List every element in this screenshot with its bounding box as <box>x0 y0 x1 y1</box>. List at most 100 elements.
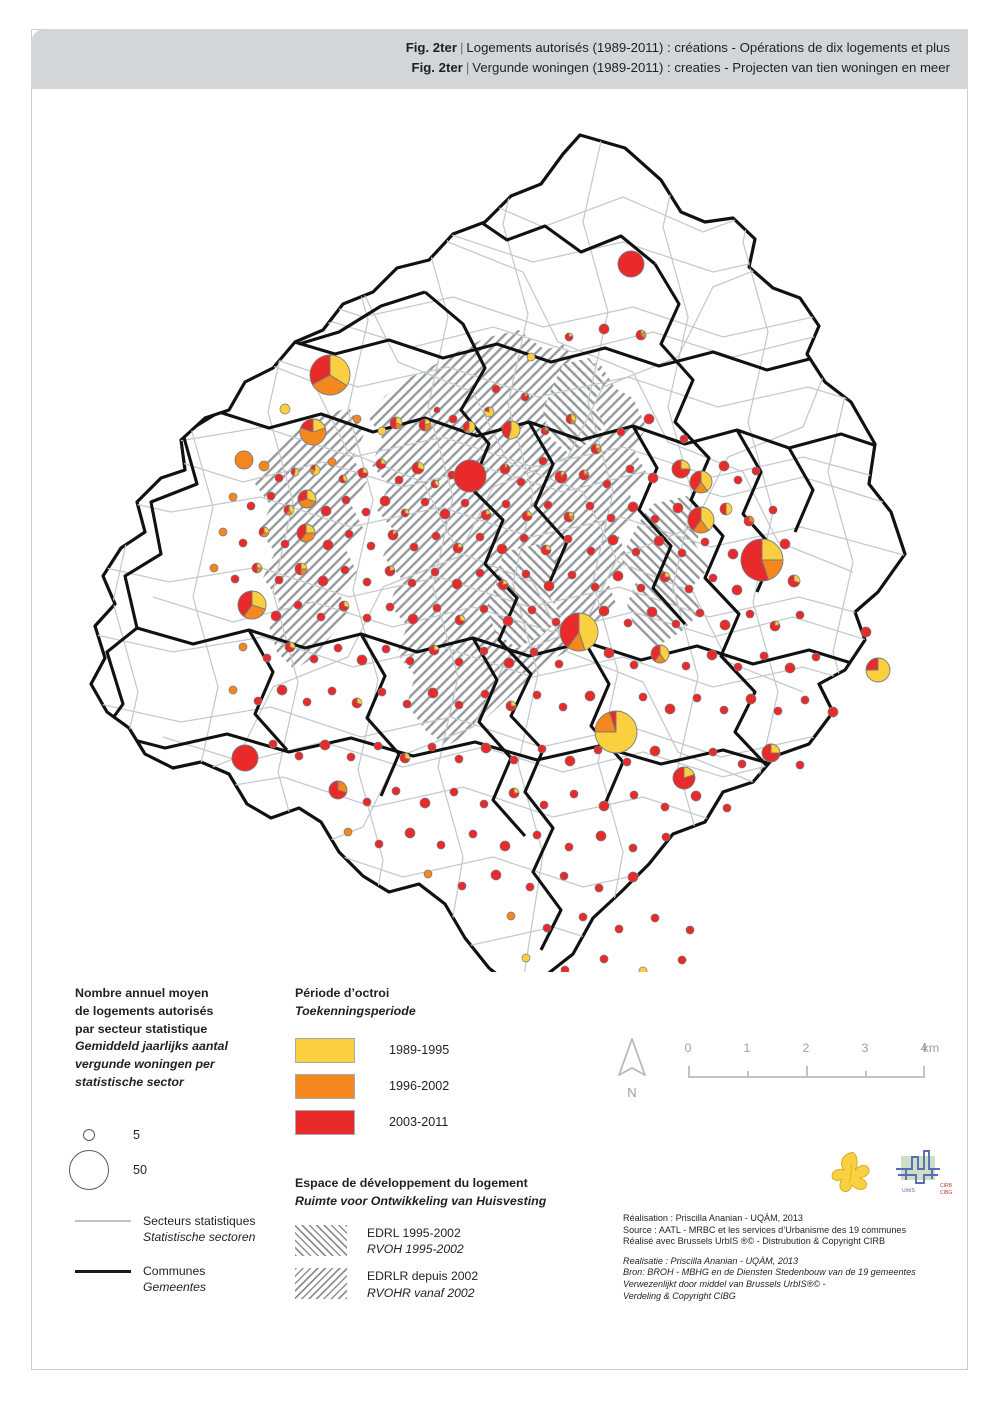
scale-bar: 0 1 2 3 4 km <box>685 1041 939 1078</box>
choropleth-map[interactable] <box>33 92 966 972</box>
pie-symbol <box>708 747 718 757</box>
pie-symbol <box>594 710 638 754</box>
pie-symbol <box>475 532 485 542</box>
logos-svg: UrbIS CIRB CIBG <box>831 1150 953 1196</box>
pie-symbol <box>629 660 639 670</box>
size-legend-title-fr-1: Nombre annuel moyen <box>75 986 209 1000</box>
figure-title-fr: Fig. 2ter | Logements autorisés (1989-2011… <box>31 38 950 58</box>
pie-symbol <box>479 799 489 809</box>
pie-symbol <box>218 527 228 537</box>
pie-symbol <box>480 742 492 754</box>
pie-symbol <box>685 925 695 935</box>
pie-symbol <box>270 610 282 622</box>
pie-symbol <box>377 687 387 697</box>
north-arrow-label: N <box>627 1085 637 1100</box>
pie-symbol <box>687 506 715 534</box>
pie-symbol <box>614 924 624 934</box>
pie-symbol <box>538 456 548 466</box>
scale-tick-1: 1 <box>743 1041 751 1055</box>
pie-symbol <box>751 466 761 476</box>
pie-symbol <box>296 523 316 543</box>
pie-symbol <box>527 605 537 615</box>
pie-symbol <box>405 656 415 666</box>
pie-symbol <box>251 562 263 574</box>
credit-nl-1: Realisatie : Priscilla Ananian - UQÀM, 2… <box>623 1255 799 1266</box>
pie-symbol <box>454 657 464 667</box>
pie-symbol <box>625 464 635 474</box>
credit-nl-2: Bron: BROH - MBHG en de Diensten Stedenb… <box>623 1267 916 1278</box>
pie-symbol <box>719 502 733 516</box>
pie-symbol <box>231 744 259 772</box>
pie-symbol <box>532 690 542 700</box>
pie-symbol <box>559 612 599 652</box>
pie-symbol <box>502 615 514 627</box>
pie-symbol <box>731 584 743 596</box>
pie-symbol <box>427 742 437 752</box>
scale-tick-2: 2 <box>802 1041 810 1055</box>
pie-symbol <box>284 641 296 653</box>
pie-symbol <box>274 473 284 483</box>
urbis-logo-text: UrbIS <box>902 1188 915 1194</box>
pie-symbol <box>558 702 568 712</box>
pie-symbol <box>795 610 805 620</box>
pie-symbol <box>628 843 638 853</box>
pie-symbol <box>328 780 348 800</box>
pie-symbol <box>638 966 648 972</box>
pie-symbol <box>344 529 354 539</box>
pie-symbol <box>409 542 419 552</box>
pie-symbol <box>491 384 501 394</box>
pie-symbol <box>460 498 470 508</box>
development-legend-item-2: EDRLR depuis 2002 RVOHR vanaf 2002 <box>295 1268 625 1301</box>
pie-symbol <box>346 752 356 762</box>
pie-symbol <box>268 739 278 749</box>
boundary-legend: Secteurs statistiques Statistische secto… <box>75 1213 315 1313</box>
period-legend-title-nl: Toekenningsperiode <box>295 1003 416 1018</box>
pie-symbol <box>563 511 575 523</box>
pie-symbol <box>595 830 607 842</box>
pie-symbol <box>454 700 464 710</box>
pie-symbol <box>602 479 612 489</box>
pie-symbol <box>362 797 372 807</box>
credit-fr-2: Source : AATL - MRBC et les services d’U… <box>623 1224 907 1235</box>
sector-label-nl: Statistische sectoren <box>143 1230 256 1245</box>
pie-symbol <box>454 614 466 626</box>
pie-symbol <box>607 534 619 546</box>
period-legend-item-1: 1989-1995 <box>295 1037 595 1063</box>
pie-symbol <box>279 403 291 415</box>
pie-symbol <box>627 501 639 513</box>
pie-symbol <box>532 830 542 840</box>
pie-symbol <box>795 760 805 770</box>
pie-symbol <box>599 954 609 964</box>
size-key-small-circle <box>83 1129 95 1141</box>
pie-symbol <box>479 646 489 656</box>
pie-symbol <box>653 535 665 547</box>
pie-symbol <box>340 565 350 575</box>
cibg-logo-text: CIBG <box>940 1190 952 1196</box>
period-swatch-1996-2002 <box>295 1073 355 1099</box>
pie-symbol <box>650 514 660 524</box>
pie-symbol <box>385 602 395 612</box>
pie-symbol <box>309 464 321 476</box>
period-legend-item-2: 1996-2002 <box>295 1073 595 1099</box>
pie-symbol <box>508 787 520 799</box>
map-legend: Nombre annuel moyen de logements autoris… <box>33 985 966 1320</box>
size-key-large-label: 50 <box>133 1163 148 1177</box>
pie-symbol <box>827 706 839 718</box>
pie-symbol <box>501 420 521 440</box>
pie-symbol <box>366 541 376 551</box>
pie-symbol <box>737 759 747 769</box>
pie-symbol <box>411 461 425 475</box>
pie-symbol <box>578 469 590 481</box>
pie-symbol <box>671 619 681 629</box>
pie-symbol <box>509 755 519 765</box>
figure-caption-fr: Logements autorisés (1989-2011) : créati… <box>466 40 950 55</box>
pie-symbol <box>389 416 403 430</box>
pie-symbol <box>590 443 602 455</box>
pie-symbol <box>800 695 810 705</box>
pie-symbol-layer <box>209 250 891 972</box>
pie-symbol <box>690 790 702 802</box>
pie-symbol <box>629 790 639 800</box>
pie-symbol <box>787 574 801 588</box>
pie-symbol <box>733 475 743 485</box>
pie-symbol <box>635 329 647 341</box>
